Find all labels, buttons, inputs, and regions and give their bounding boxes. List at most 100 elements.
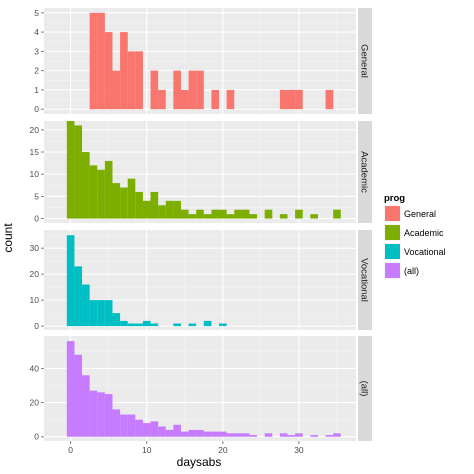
histogram-bar — [295, 89, 303, 110]
histogram-bar — [203, 431, 212, 437]
y-tick-label: 40 — [30, 363, 40, 373]
legend: prog General Academic Vocational (all) — [383, 193, 446, 280]
histogram-bar — [203, 214, 212, 219]
histogram-bar — [180, 431, 189, 437]
histogram-bar — [142, 423, 151, 437]
legend-entry-label: Academic — [404, 228, 444, 238]
facet-panel: 0 10 20 30 Vocational — [30, 230, 372, 331]
histogram-bar — [150, 70, 159, 110]
histogram-bar — [120, 320, 128, 327]
histogram-bar — [310, 214, 318, 219]
histogram-bar — [226, 89, 235, 110]
facet-strip-label: General — [359, 44, 370, 78]
histogram-bar — [264, 209, 273, 219]
legend-key-swatch — [385, 225, 400, 240]
histogram-bar — [120, 187, 128, 219]
y-tick-label: 3 — [34, 46, 39, 56]
histogram-bar — [173, 424, 181, 437]
histogram-bar — [104, 160, 113, 219]
histogram-bar — [249, 435, 258, 437]
y-tick-label: 15 — [30, 147, 40, 157]
histogram-bar — [142, 320, 151, 327]
histogram-bar — [112, 183, 121, 219]
histogram-bar — [180, 209, 189, 219]
histogram-bar — [82, 152, 90, 219]
histogram-bar — [310, 435, 318, 437]
histogram-bar — [196, 209, 204, 219]
facet-panels: 0 1 2 3 4 5 General 0 5 10 15 20 Academic 0 10 20 30 Voca… — [30, 8, 372, 442]
y-tick-label: 30 — [30, 243, 40, 253]
histogram-bar — [89, 165, 98, 219]
facet-strip-label: Academic — [359, 151, 370, 193]
histogram-bar — [279, 89, 288, 110]
y-tick-label: 5 — [34, 191, 39, 201]
histogram-bar — [264, 433, 273, 437]
y-tick-label: 1 — [34, 85, 39, 95]
legend-entry-label: Vocational — [404, 247, 446, 257]
histogram-bar — [196, 70, 204, 110]
histogram-bar — [203, 320, 212, 327]
histogram-bar — [173, 323, 181, 327]
histogram-bar — [219, 323, 227, 327]
histogram-bar — [97, 300, 105, 327]
histogram-bar — [112, 313, 121, 327]
histogram-bar — [97, 12, 105, 110]
histogram-bar — [66, 235, 75, 327]
histogram-bar — [150, 323, 159, 327]
histogram-bar — [287, 89, 296, 110]
histogram-bar — [173, 70, 181, 110]
facet-strip-label: Vocational — [359, 258, 370, 302]
histogram-bar — [211, 431, 220, 437]
y-tick-label: 20 — [30, 398, 40, 408]
x-axis: 0 10 20 30 — [68, 441, 304, 455]
histogram-bar — [234, 209, 242, 219]
histogram-bar — [150, 421, 159, 437]
y-tick-label: 0 — [34, 214, 39, 224]
y-tick-label: 0 — [34, 104, 39, 114]
x-tick-label: 20 — [218, 445, 228, 455]
histogram-bar — [89, 12, 98, 110]
histogram-bar — [241, 433, 250, 437]
histogram-bar — [127, 414, 136, 437]
facet-strip-label: (all) — [359, 381, 370, 397]
facet-strip — [358, 121, 372, 223]
histogram-bar — [104, 394, 113, 437]
histogram-bar — [66, 341, 75, 437]
histogram-bar — [279, 214, 288, 219]
legend-key-swatch — [385, 244, 400, 259]
histogram-bar — [188, 214, 197, 219]
histogram-bar — [241, 209, 250, 219]
histogram-bar — [211, 89, 220, 110]
histogram-bar — [279, 433, 288, 437]
histogram-bar — [234, 433, 242, 437]
legend-key-swatch — [385, 206, 400, 221]
histogram-bar — [158, 205, 166, 219]
histogram-bar — [82, 375, 90, 437]
facet-panel: 0 20 40 (all) — [30, 336, 372, 442]
histogram-bar — [211, 209, 220, 219]
histogram-bar — [127, 178, 136, 219]
histogram-bar — [295, 433, 303, 437]
histogram-bar — [104, 300, 113, 327]
facet-panel: 0 5 10 15 20 Academic — [30, 121, 372, 224]
histogram-bar — [165, 200, 174, 219]
histogram-bar — [226, 433, 235, 437]
histogram-bar — [74, 266, 83, 327]
y-tick-label: 20 — [30, 125, 40, 135]
histogram-bar — [180, 89, 189, 110]
histogram-bar — [74, 354, 83, 437]
histogram-bar — [325, 435, 334, 437]
y-tick-label: 20 — [30, 269, 40, 279]
y-tick-label: 4 — [34, 27, 39, 37]
histogram-bar — [89, 300, 98, 327]
histogram-bar — [135, 191, 143, 219]
x-tick-label: 0 — [68, 445, 73, 455]
x-tick-label: 30 — [294, 445, 304, 455]
histogram-bar — [325, 89, 334, 110]
histogram-bar — [219, 431, 227, 437]
legend-key-swatch — [385, 263, 400, 278]
histogram-bar — [82, 284, 90, 327]
histogram-bar — [158, 426, 166, 437]
y-tick-label: 10 — [30, 295, 40, 305]
histogram-bar — [142, 200, 151, 219]
